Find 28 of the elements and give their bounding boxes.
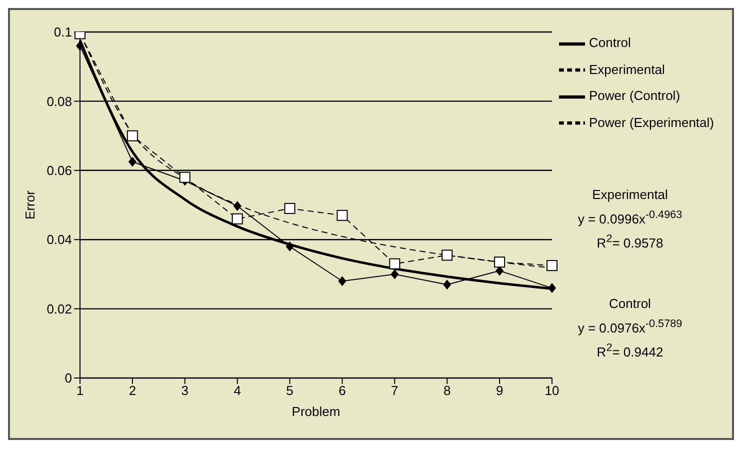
x-tick-label: 2 <box>128 383 136 398</box>
y-tick-label: 0.1 <box>54 24 72 40</box>
x-tick-label: 5 <box>286 383 294 398</box>
x-tick-label: 1 <box>76 383 84 398</box>
text: R$^{2}$= 0.9442 <box>596 340 664 362</box>
text: y = 0.0976x$^{-0.5789}$ <box>576 316 684 338</box>
legend-label: Power (Control) <box>589 88 680 104</box>
legend-label: Power (Experimental) <box>589 114 714 130</box>
text: Control <box>608 294 652 313</box>
text: R$^{2}$= 0.9578 <box>596 232 664 253</box>
y-tick-label: 0.08 <box>46 94 72 109</box>
x-axis-title: Problem <box>292 404 340 419</box>
text: Experimental <box>591 186 669 204</box>
x-tick-label: 6 <box>338 383 346 398</box>
x-tick-label: 7 <box>391 383 398 398</box>
legend-label: Control <box>589 35 631 50</box>
text: y = 0.0996x$^{-0.4963}$ <box>576 208 684 228</box>
x-tick-label: 9 <box>496 383 504 398</box>
x-tick-label: 10 <box>544 383 560 398</box>
y-tick-label: 0.06 <box>46 163 72 178</box>
y-tick-label: 0 <box>64 370 72 386</box>
y-axis-title: Error <box>22 190 38 220</box>
y-tick-label: 0.04 <box>46 232 72 248</box>
y-tick-label: 0.02 <box>46 301 72 316</box>
legend-label: Experimental <box>589 62 665 77</box>
x-tick-label: 8 <box>443 383 451 398</box>
x-tick-label: 4 <box>234 383 241 398</box>
x-tick-label: 3 <box>181 383 189 398</box>
